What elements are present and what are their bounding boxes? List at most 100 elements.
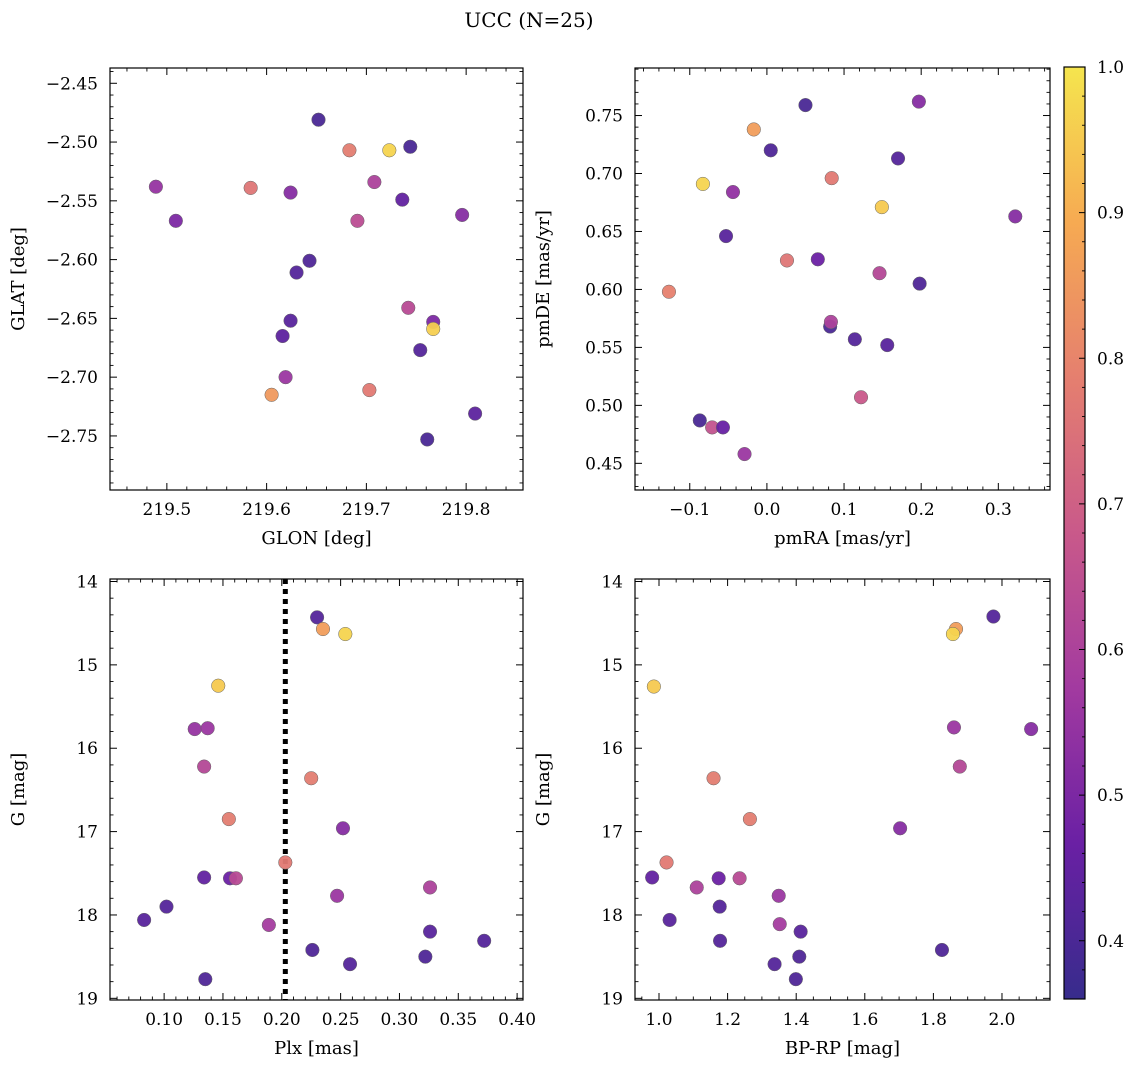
data-point — [793, 924, 808, 939]
data-point — [725, 184, 741, 200]
x-tick-label: 1.2 — [714, 1010, 741, 1030]
data-point — [893, 821, 908, 836]
colorbar-tick-label: 0.9 — [1097, 204, 1124, 224]
x-tick-label: 0.25 — [322, 1010, 360, 1030]
data-point — [413, 343, 428, 358]
y-tick-label: 19 — [76, 989, 98, 1009]
data-point — [659, 855, 674, 870]
y-tick-label: 0.45 — [585, 454, 623, 474]
y-tick-label: −2.75 — [46, 427, 98, 447]
data-point — [788, 972, 803, 987]
data-point — [261, 917, 276, 933]
data-point — [187, 722, 202, 737]
panel-plx-g: 0.10 0.15 0.20 0.25 0.30 0.35 0.40 14 15 16 17 18 19… — [8, 573, 536, 1059]
y-tick-label: 0.65 — [585, 222, 623, 242]
data-point — [168, 213, 183, 228]
panel-pmra-pmde: −0.1 0.0 0.1 0.2 0.3 0.45 0.50 0.55 0.60 0.65 0.70… — [533, 67, 1051, 549]
data-point — [912, 276, 927, 291]
y-tick-label: 0.75 — [585, 107, 623, 127]
colorbar-tick-label: 0.6 — [1097, 641, 1124, 661]
data-point — [771, 888, 786, 903]
panel-bprp-g: 1.0 1.2 1.4 1.6 1.8 2.0 14 15 16 17 18 19 BP-RP [mag… — [533, 573, 1051, 1059]
y-tick-label: −2.55 — [46, 192, 98, 212]
colorbar-tick-label: 0.8 — [1097, 349, 1124, 369]
data-point — [403, 139, 418, 154]
x-axis-label: pmRA [mas/yr] — [774, 528, 911, 549]
y-tick-label: −2.70 — [46, 368, 98, 388]
data-point — [986, 609, 1001, 624]
data-point — [662, 912, 677, 928]
data-point — [197, 759, 212, 774]
y-tick-label: 0.70 — [585, 165, 623, 185]
data-point — [197, 870, 212, 885]
x-tick-label: 219.7 — [342, 500, 391, 520]
y-tick-label: 0.50 — [585, 396, 623, 416]
data-point — [911, 94, 926, 109]
data-point — [275, 328, 290, 344]
data-point — [737, 447, 752, 462]
data-point — [278, 370, 293, 385]
y-axis-label: G [mag] — [533, 753, 554, 826]
colorbar: 0.4 0.5 0.6 0.7 0.8 0.9 1.0 — [1063, 58, 1124, 1000]
data-point — [418, 949, 433, 964]
data-point — [148, 179, 163, 194]
y-tick-label: 16 — [601, 739, 623, 759]
data-point — [692, 413, 707, 428]
data-point — [853, 390, 869, 405]
data-point — [198, 972, 213, 987]
data-point — [310, 610, 325, 625]
x-tick-label: 0.1 — [831, 500, 858, 520]
data-point — [311, 112, 326, 127]
data-point — [283, 313, 298, 328]
y-tick-label: −2.65 — [46, 309, 98, 329]
data-point — [763, 143, 778, 158]
data-point — [382, 143, 397, 158]
x-tick-label: 0.20 — [263, 1010, 301, 1030]
y-tick-label: 17 — [601, 823, 623, 843]
data-point — [228, 871, 243, 886]
data-point — [645, 870, 660, 885]
x-tick-label: 0.15 — [204, 1010, 242, 1030]
data-point — [946, 720, 962, 735]
y-tick-label: 18 — [601, 906, 623, 926]
data-point — [289, 265, 304, 280]
x-tick-label: 0.2 — [908, 500, 935, 520]
data-point — [792, 949, 807, 964]
y-tick-label: 0.60 — [585, 280, 623, 300]
colorbar-gradient — [1063, 66, 1086, 1000]
x-tick-label: 0.35 — [439, 1010, 477, 1030]
x-tick-label: 219.8 — [442, 500, 491, 520]
data-point — [338, 626, 353, 642]
data-point — [200, 721, 215, 736]
data-point — [1024, 722, 1039, 737]
data-point — [422, 880, 438, 895]
colorbar-tick-label: 0.7 — [1097, 495, 1124, 515]
y-tick-label: 18 — [76, 906, 98, 926]
data-point — [746, 122, 761, 137]
data-point — [468, 406, 483, 421]
y-axis-label: G [mag] — [8, 753, 29, 826]
data-point — [742, 812, 757, 827]
y-tick-label: 14 — [76, 573, 98, 593]
data-point — [824, 171, 839, 186]
data-point — [395, 192, 410, 207]
x-axis-label: GLON [deg] — [261, 528, 371, 549]
data-point — [1008, 209, 1023, 224]
data-point — [952, 759, 967, 774]
data-point — [477, 933, 492, 948]
data-point — [264, 387, 279, 402]
data-point — [426, 321, 441, 337]
data-point — [221, 812, 236, 827]
panel-glon-glat: 219.5 219.6 219.7 219.8 −2.75 −2.70 −2.65 −2.60… — [8, 67, 524, 549]
y-axis-label: GLAT [deg] — [8, 227, 29, 331]
data-point — [874, 200, 889, 215]
data-point — [772, 917, 787, 932]
data-point — [350, 213, 365, 228]
data-point — [810, 252, 825, 267]
data-point — [342, 957, 358, 972]
y-tick-label: 15 — [601, 656, 623, 676]
x-axis-label: Plx [mas] — [274, 1038, 359, 1059]
y-tick-label: 14 — [601, 573, 623, 593]
colorbar-tick-label: 1.0 — [1097, 58, 1124, 78]
data-point — [695, 176, 710, 191]
